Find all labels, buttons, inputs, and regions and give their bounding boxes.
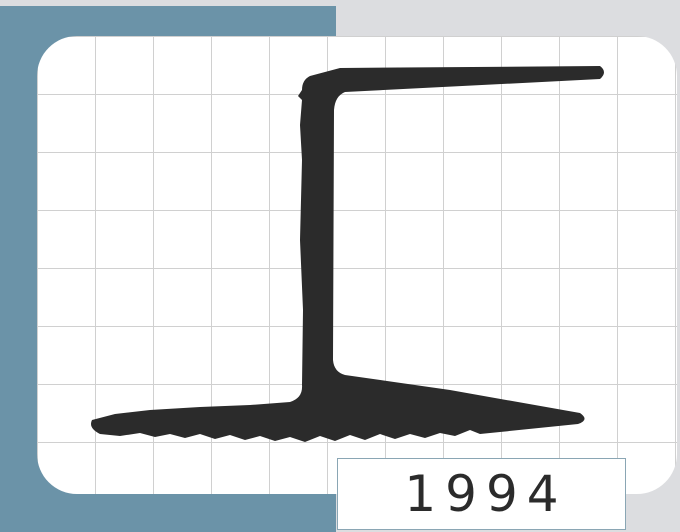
year-box: 1994: [337, 458, 626, 530]
year-label: 1994: [404, 465, 568, 523]
profile-silhouette: [91, 66, 604, 442]
